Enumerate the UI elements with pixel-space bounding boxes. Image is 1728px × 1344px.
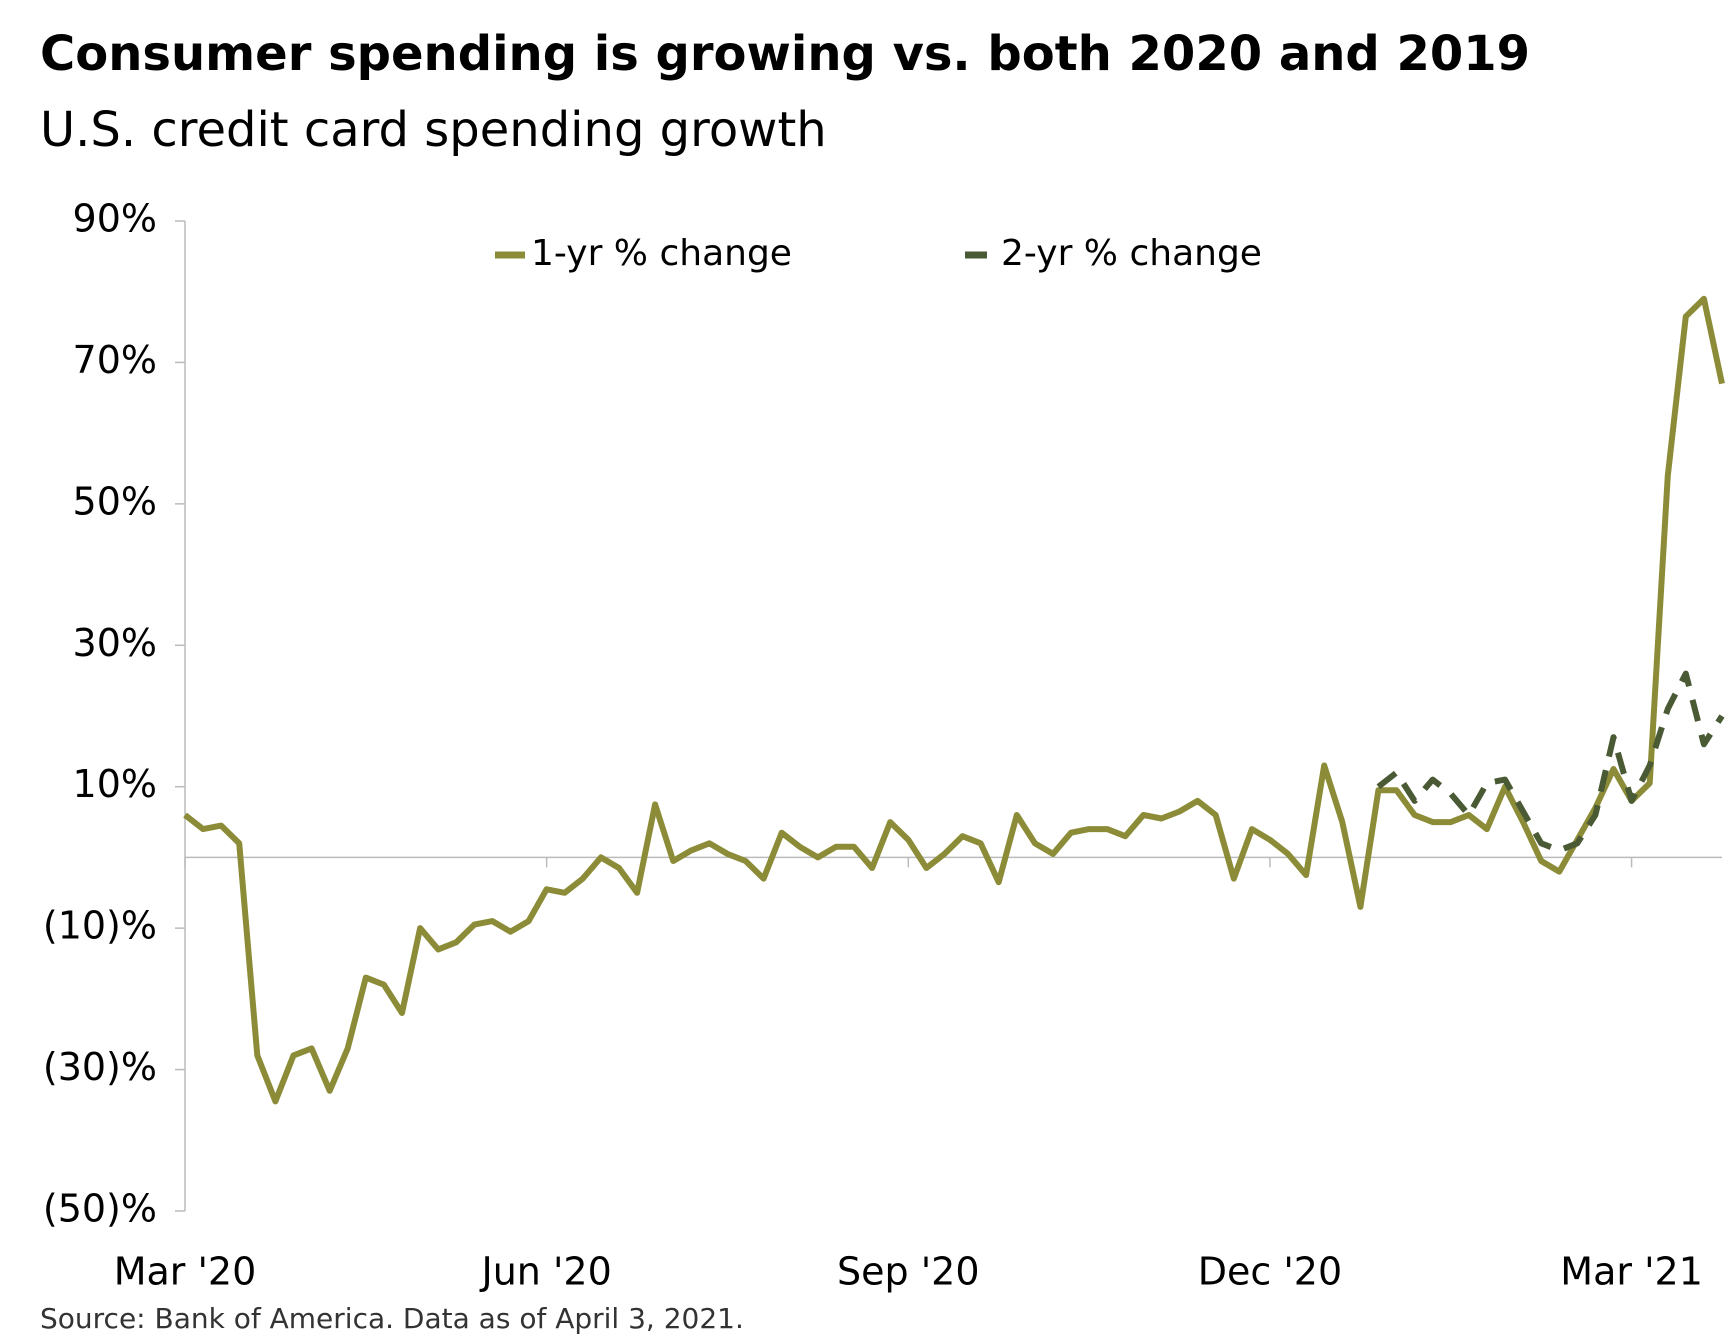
x-tick-label: Jun '20 — [480, 1250, 612, 1294]
y-tick-label: 30% — [73, 621, 157, 665]
x-tick-label: Sep '20 — [837, 1250, 980, 1294]
series-line — [1376, 670, 1725, 854]
chart-title: Consumer spending is growing vs. both 20… — [40, 26, 1530, 82]
x-tick-label: Mar '20 — [114, 1250, 257, 1294]
y-tick-label: 70% — [73, 338, 157, 382]
y-tick-label: 10% — [73, 762, 157, 806]
y-tick-label: (30)% — [43, 1045, 157, 1089]
x-tick-label: Mar '21 — [1560, 1250, 1703, 1294]
series-line — [183, 295, 1725, 1105]
legend-label: 2-yr % change — [1001, 233, 1262, 274]
y-tick-label: (50)% — [43, 1187, 157, 1231]
y-tick-label: (10)% — [43, 904, 157, 948]
legend-label: 1-yr % change — [531, 233, 792, 274]
source-note: Source: Bank of America. Data as of Apri… — [40, 1302, 744, 1335]
y-tick-label: 90% — [73, 197, 157, 241]
chart-subtitle: U.S. credit card spending growth — [40, 102, 827, 158]
y-tick-label: 50% — [73, 479, 157, 523]
x-tick-label: Dec '20 — [1198, 1250, 1342, 1294]
